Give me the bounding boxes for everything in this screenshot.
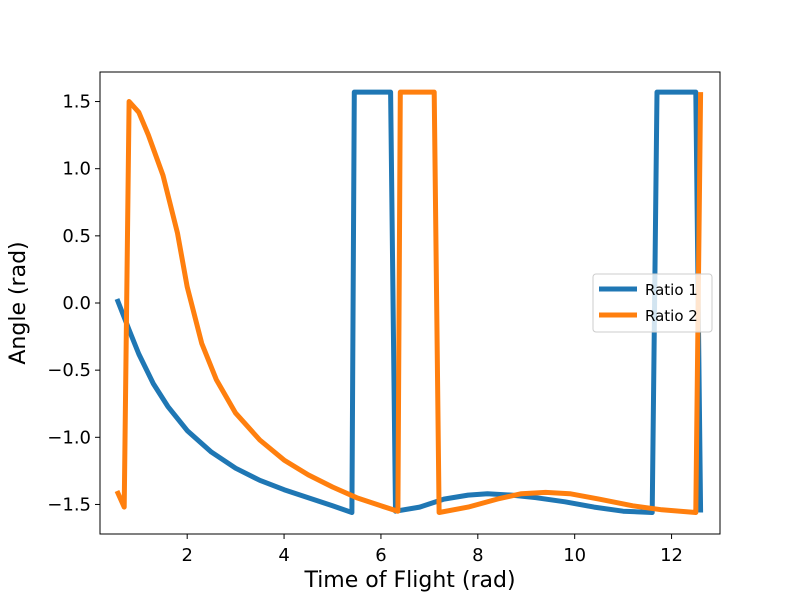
- y-axis-label: Angle (rad): [6, 241, 31, 364]
- legend-label-1: Ratio 1: [645, 281, 698, 299]
- series-layer: [114, 89, 704, 515]
- y-tick-label: −1.5: [47, 494, 91, 515]
- y-tick-label: −1.0: [47, 427, 91, 448]
- x-tick-label: 6: [375, 545, 386, 566]
- x-tick-label: 8: [472, 545, 483, 566]
- y-tick-label: −0.5: [47, 360, 91, 381]
- x-axis-ticks: 2 4 6 8 10 12: [181, 534, 683, 566]
- y-tick-label: 0.0: [62, 293, 91, 314]
- x-tick-label: 2: [181, 545, 192, 566]
- legend-label-2: Ratio 2: [645, 307, 698, 325]
- y-axis-ticks: −1.5 −1.0 −0.5 0.0 0.5 1.0 1.5: [47, 92, 100, 515]
- x-tick-label: 10: [563, 545, 586, 566]
- legend: Ratio 1 Ratio 2: [592, 273, 713, 333]
- series-line-2: [114, 89, 704, 515]
- x-axis-label: Time of Flight (rad): [303, 568, 515, 593]
- series-line-1: [114, 89, 704, 515]
- x-tick-label: 4: [278, 545, 289, 566]
- y-tick-label: 1.5: [62, 92, 91, 113]
- y-tick-label: 1.0: [62, 159, 91, 180]
- y-tick-label: 0.5: [62, 226, 91, 247]
- x-tick-label: 12: [660, 545, 683, 566]
